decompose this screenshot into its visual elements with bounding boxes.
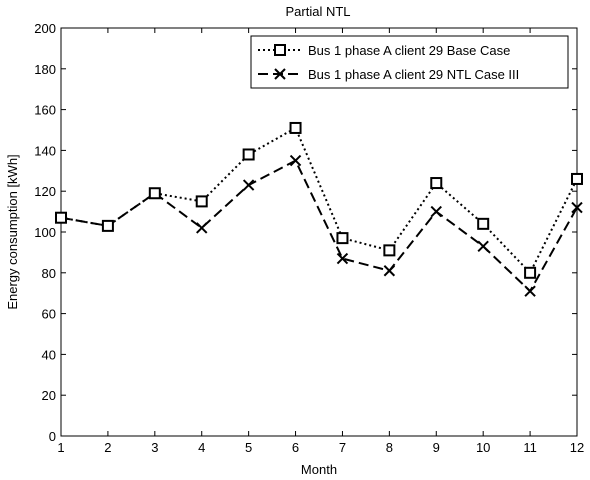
x-tick-label: 12: [570, 440, 584, 455]
series-2-point-stroke: [196, 222, 208, 234]
series-2-point-stroke: [383, 265, 396, 277]
legend-label: Bus 1 phase A client 29 NTL Case III: [308, 67, 519, 82]
series-layer: [55, 121, 583, 297]
series-1-point: [336, 232, 349, 245]
series-2-point-stroke: [289, 154, 302, 167]
series-1-point: [477, 217, 490, 230]
x-tick-label: 9: [433, 440, 440, 455]
series-1-point: [383, 244, 396, 257]
series-1-point: [195, 195, 208, 208]
y-tick-label: 80: [42, 266, 56, 281]
x-axis-label: Month: [301, 462, 337, 477]
legend: Bus 1 phase A client 29 Base Case Bus 1 p…: [250, 35, 569, 89]
series-2-point: [430, 205, 442, 218]
x-tick-label: 7: [339, 440, 346, 455]
legend-box: [250, 35, 569, 89]
series-1-point: [148, 187, 161, 200]
legend-marker: [274, 44, 286, 56]
x-tick-label: 6: [292, 440, 299, 455]
series-1-line: [60, 126, 578, 275]
x-tick-label: 3: [151, 440, 158, 455]
y-tick-label: 140: [34, 143, 56, 158]
series-1-point: [571, 172, 583, 185]
series-2-point-stroke: [242, 179, 255, 191]
series-2-point: [196, 222, 208, 234]
x-tick-label: 10: [476, 440, 490, 455]
y-axis: 0 20 40 60 80 100 120 140 160 180 200: [34, 21, 577, 444]
series-2-point: [524, 285, 536, 297]
y-axis-label: Energy consumption [kWh]: [5, 154, 20, 309]
chart-title: Partial NTL: [285, 4, 350, 19]
legend-entry-2: Bus 1 phase A client 29 NTL Case III: [258, 67, 519, 82]
y-tick-label: 0: [49, 429, 56, 444]
y-tick-label: 20: [42, 388, 56, 403]
series-1-point: [242, 148, 255, 161]
x-tick-label: 1: [57, 440, 64, 455]
y-tick-label: 100: [34, 225, 56, 240]
legend-marker-stroke: [274, 68, 286, 80]
series-2-point: [571, 201, 583, 214]
x-tick-label: 5: [245, 440, 252, 455]
series-2-point-stroke: [430, 205, 442, 218]
x-tick-label: 8: [386, 440, 393, 455]
legend-label: Bus 1 phase A client 29 Base Case: [308, 43, 510, 58]
series-2-point: [242, 179, 255, 191]
series-1-point: [289, 121, 302, 134]
series-2-point-stroke: [336, 252, 349, 265]
y-tick-label: 120: [34, 184, 56, 199]
x-tick-label: 11: [523, 440, 537, 455]
series-2-point-stroke: [571, 201, 583, 214]
legend-marker: [274, 68, 286, 80]
series-2-point-stroke: [477, 240, 489, 252]
series-1: [55, 121, 583, 279]
series-2-point-stroke: [524, 285, 536, 297]
legend-entry-1: Bus 1 phase A client 29 Base Case: [258, 43, 510, 58]
series-2-point: [477, 240, 489, 252]
series-2-point: [289, 154, 302, 167]
series-2-point: [383, 265, 396, 277]
plot-area: [60, 27, 578, 437]
series-2-point: [336, 252, 349, 265]
series-1-point: [524, 266, 537, 279]
series-1-point: [55, 211, 67, 224]
y-tick-label: 60: [42, 307, 56, 322]
y-tick-label: 160: [34, 103, 56, 118]
x-axis: 1 2 3 4 5 6 7 8 9 10 11 12: [57, 28, 584, 455]
series-1-point: [101, 219, 114, 232]
x-tick-label: 4: [198, 440, 205, 455]
x-tick-label: 2: [104, 440, 111, 455]
y-tick-label: 40: [42, 347, 56, 362]
y-tick-label: 180: [34, 62, 56, 77]
y-tick-label: 200: [34, 21, 56, 36]
series-1-point: [430, 177, 443, 190]
